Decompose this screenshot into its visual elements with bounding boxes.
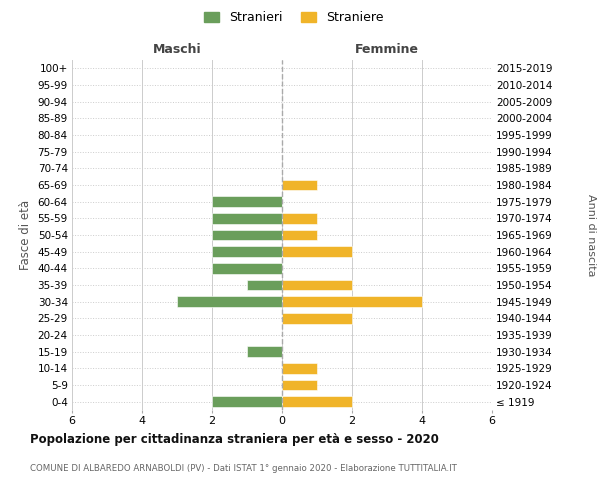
Bar	[282, 380, 317, 390]
Bar	[282, 296, 422, 307]
Bar	[212, 213, 282, 224]
Bar	[282, 213, 317, 224]
Text: Popolazione per cittadinanza straniera per età e sesso - 2020: Popolazione per cittadinanza straniera p…	[30, 432, 439, 446]
Y-axis label: Fasce di età: Fasce di età	[19, 200, 32, 270]
Bar	[212, 263, 282, 274]
Bar	[282, 363, 317, 374]
Bar	[282, 313, 352, 324]
Bar	[212, 230, 282, 240]
Text: Femmine: Femmine	[355, 43, 419, 56]
Bar	[282, 246, 352, 257]
Text: Anni di nascita: Anni di nascita	[586, 194, 596, 276]
Text: COMUNE DI ALBAREDO ARNABOLDI (PV) - Dati ISTAT 1° gennaio 2020 - Elaborazione TU: COMUNE DI ALBAREDO ARNABOLDI (PV) - Dati…	[30, 464, 457, 473]
Bar	[247, 280, 282, 290]
Bar	[212, 246, 282, 257]
Bar	[282, 230, 317, 240]
Bar	[282, 180, 317, 190]
Bar	[177, 296, 282, 307]
Bar	[212, 396, 282, 407]
Text: Maschi: Maschi	[152, 43, 202, 56]
Bar	[282, 280, 352, 290]
Bar	[247, 346, 282, 357]
Legend: Stranieri, Straniere: Stranieri, Straniere	[199, 6, 389, 29]
Bar	[212, 196, 282, 207]
Bar	[282, 396, 352, 407]
